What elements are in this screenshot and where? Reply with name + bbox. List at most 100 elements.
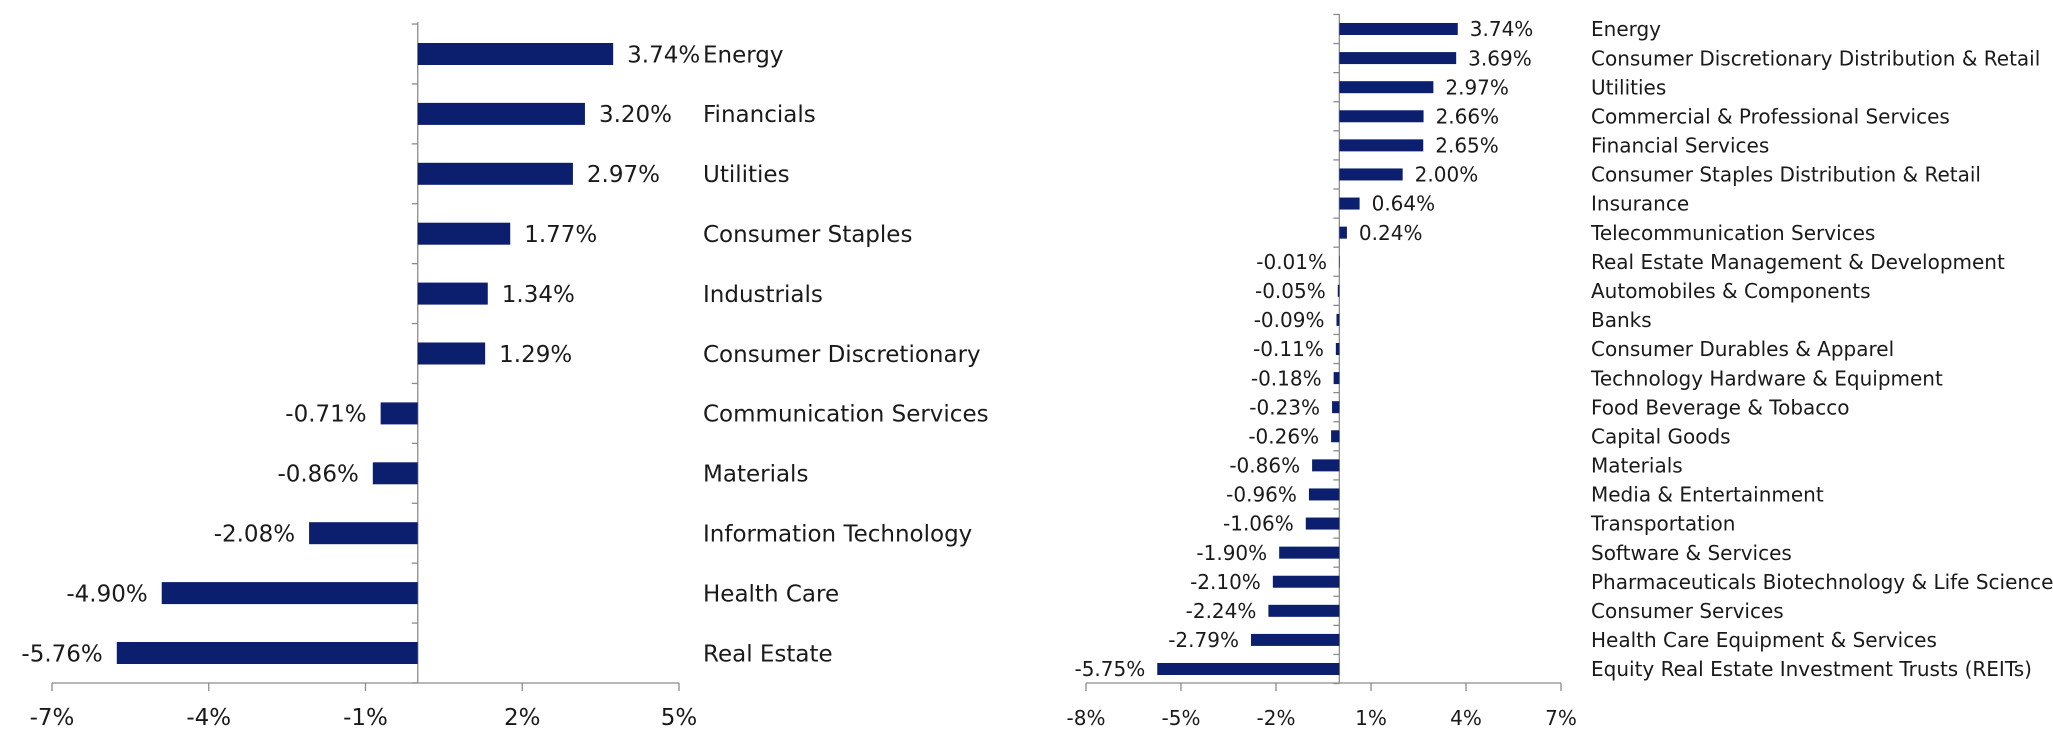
data-label: -0.26% [1248,424,1319,448]
data-label: -0.86% [277,462,358,488]
category-label: Consumer Services [1591,599,1784,623]
category-label: Materials [703,462,808,488]
category-label: Software & Services [1591,541,1792,565]
bar [1339,52,1457,65]
data-label: 3.20% [599,102,672,128]
data-label: -5.75% [1074,657,1145,681]
data-label: 2.97% [1445,75,1509,99]
bar [417,342,486,365]
plot-area: -7% -4% -1% 2% 5% 3.74% Energy 3.20% Financials 2… [21,22,989,731]
sector-performance-chart: -7% -4% -1% 2% 5% 3.74% Energy 3.20% Financials 2… [21,22,989,731]
bar [1339,255,1340,268]
category-label: Real Estate Management & Development [1591,250,2005,274]
bar [1308,488,1340,501]
bar [1157,663,1340,675]
data-label: 2.66% [1436,104,1500,128]
category-label: Capital Goods [1591,424,1731,448]
bar [1312,459,1340,472]
category-label: Technology Hardware & Equipment [1590,366,1943,390]
x-tick-label: -2% [1257,706,1296,730]
bar [1250,633,1340,646]
data-label: -1.90% [1196,541,1267,565]
data-label: -0.09% [1254,308,1325,332]
category-label: Health Care Equipment & Services [1591,628,1937,652]
category-label: Real Estate [703,641,833,667]
data-label: -0.05% [1255,279,1326,303]
category-label: Consumer Discretionary [703,342,981,368]
x-tick-label: 1% [1355,706,1387,730]
data-label: -0.11% [1253,337,1324,361]
category-label: Automobiles & Components [1591,279,1871,303]
category-label: Banks [1591,308,1652,332]
data-label: 3.74% [1470,17,1534,41]
plot-area: -8% -5% -2% 1% 4% 7% 3.74% Energy 3.69% Consumer … [1067,13,2053,730]
x-tick-label: 2% [504,705,541,731]
x-tick-label: -8% [1067,706,1106,730]
category-label: Materials [1591,454,1683,478]
bar [309,522,418,545]
x-tick-label: -4% [186,705,231,731]
data-label: -2.08% [214,521,295,547]
category-label: Consumer Durables & Apparel [1591,337,1894,361]
bar [372,462,418,485]
category-label: Pharmaceuticals Biotechnology & Life Sci… [1591,570,2053,594]
x-tick-label: 4% [1450,706,1482,730]
data-label: 2.97% [587,162,660,188]
data-label: -0.71% [285,402,366,428]
category-label: Financial Services [1591,134,1769,158]
bar [1336,313,1340,326]
category-label: Media & Entertainment [1591,483,1824,507]
category-label: Information Technology [703,521,972,547]
data-label: 0.24% [1359,221,1423,245]
bar [1339,23,1458,35]
data-label: 3.69% [1468,46,1532,70]
x-tick-label: 5% [661,705,698,731]
data-label: -1.06% [1223,512,1294,536]
bar [116,642,418,664]
bar [1335,343,1340,355]
data-label: -5.76% [21,641,102,667]
x-tick-label: 7% [1545,706,1577,730]
bar [1333,372,1340,385]
x-tick-label: -5% [1162,706,1201,730]
data-label: -0.18% [1251,366,1322,390]
category-label: Food Beverage & Tobacco [1591,395,1850,419]
data-label: 2.65% [1435,134,1499,158]
category-label: Transportation [1590,512,1735,536]
category-label: Energy [703,42,784,68]
category-label: Consumer Staples Distribution & Retail [1591,163,1981,187]
bar [417,162,573,185]
data-label: -0.96% [1226,483,1297,507]
bar [1331,430,1340,443]
industry-group-performance-chart: -8% -5% -2% 1% 4% 7% 3.74% Energy 3.69% Consumer … [1067,13,2053,730]
bar [1339,81,1434,94]
bar [417,43,614,65]
bar [1339,226,1347,239]
bar [380,402,418,425]
data-label: -0.86% [1229,454,1300,478]
data-label: 2.00% [1415,163,1479,187]
data-label: -2.79% [1168,628,1239,652]
bar [1339,110,1424,123]
data-label: -0.23% [1249,395,1320,419]
category-label: Commercial & Professional Services [1591,104,1950,128]
bar [1339,197,1360,210]
bar [1339,139,1424,152]
category-label: Insurance [1591,192,1689,216]
category-label: Telecommunication Services [1590,221,1875,245]
data-label: -0.01% [1256,250,1327,274]
data-label: 0.64% [1372,192,1436,216]
x-tick-label: -7% [30,705,75,731]
data-label: 1.77% [524,222,597,248]
category-label: Communication Services [703,402,989,428]
category-label: Health Care [703,581,839,607]
bar [1279,546,1340,559]
data-label: -2.10% [1190,570,1261,594]
bar [1332,401,1340,414]
bar [417,282,488,305]
bar [1272,575,1340,588]
data-label: -4.90% [66,581,147,607]
category-label: Financials [703,102,816,128]
x-tick-label: -1% [343,705,388,731]
category-label: Industrials [703,282,823,308]
